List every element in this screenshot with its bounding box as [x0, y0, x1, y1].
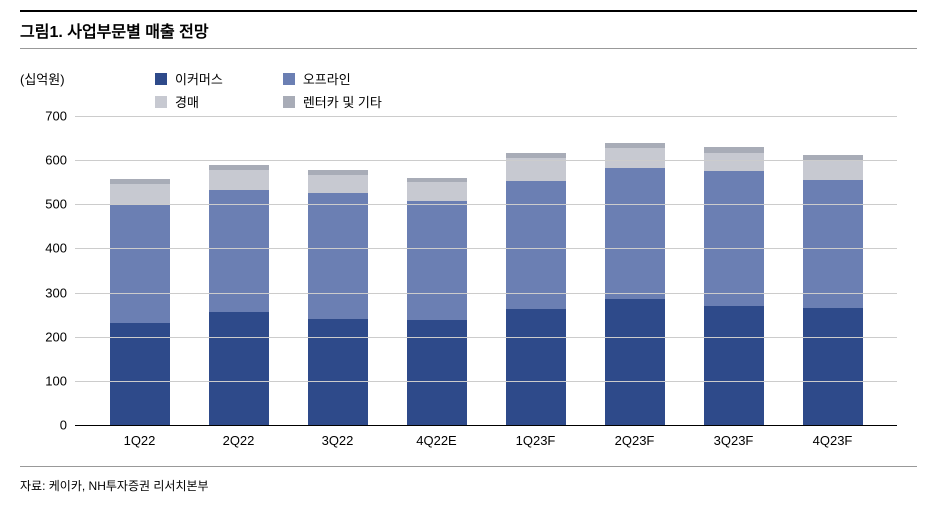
bar-segment-ecommerce	[506, 309, 566, 425]
bar-segment-auction	[605, 148, 665, 168]
legend: 이커머스 오프라인 경매 렌터카 및 기타	[155, 69, 382, 111]
bar-group: 3Q22	[308, 170, 368, 425]
legend-swatch-icon	[283, 73, 295, 85]
bar-segment-auction	[308, 175, 368, 193]
bar-segment-auction	[407, 182, 467, 201]
legend-label: 경매	[175, 92, 199, 111]
x-tick-label: 2Q22	[223, 433, 255, 448]
bar-segment-offline	[308, 193, 368, 319]
bar-segment-auction	[110, 184, 170, 204]
title-bar: 그림1. 사업부문별 매출 전망	[20, 10, 917, 49]
x-tick-label: 1Q22	[124, 433, 156, 448]
x-tick-label: 1Q23F	[516, 433, 556, 448]
chart-title: 그림1. 사업부문별 매출 전망	[20, 18, 917, 42]
legend-label: 렌터카 및 기타	[303, 92, 382, 111]
bar-segment-auction	[506, 158, 566, 180]
y-tick-label: 200	[27, 329, 67, 344]
chart-container: (십억원) 이커머스 오프라인 경매 렌터카 및 기타 1Q22 2Q22 3Q22…	[20, 61, 917, 461]
bar-group: 3Q23F	[704, 147, 764, 425]
y-tick-label: 500	[27, 197, 67, 212]
legend-item-offline: 오프라인	[283, 69, 382, 88]
legend-item-auction: 경매	[155, 92, 223, 111]
bar-segment-ecommerce	[308, 319, 368, 425]
bar-segment-offline	[803, 180, 863, 308]
bar-group: 4Q22E	[407, 178, 467, 425]
legend-label: 오프라인	[303, 69, 351, 88]
x-tick-label: 3Q23F	[714, 433, 754, 448]
bar-segment-auction	[704, 153, 764, 172]
bars-container: 1Q222Q223Q224Q22E1Q23F2Q23F3Q23F4Q23F	[75, 116, 897, 425]
gridline	[75, 248, 897, 249]
x-tick-label: 4Q23F	[813, 433, 853, 448]
bar-segment-ecommerce	[605, 299, 665, 425]
bar-group: 1Q22	[110, 179, 170, 425]
gridline	[75, 337, 897, 338]
legend-swatch-icon	[155, 96, 167, 108]
gridline	[75, 381, 897, 382]
bar-group: 1Q23F	[506, 153, 566, 425]
x-tick-label: 4Q22E	[416, 433, 456, 448]
bar-segment-offline	[605, 168, 665, 299]
x-tick-label: 3Q22	[322, 433, 354, 448]
bar-segment-offline	[209, 190, 269, 312]
bar-segment-offline	[506, 181, 566, 309]
y-axis-unit: (십억원)	[20, 69, 65, 88]
bar-stack	[308, 170, 368, 425]
y-tick-label: 400	[27, 241, 67, 256]
bar-group: 2Q23F	[605, 143, 665, 425]
bar-stack	[605, 143, 665, 425]
source-footer: 자료: 케이카, NH투자증권 리서치본부	[20, 466, 917, 494]
bar-segment-auction	[209, 170, 269, 190]
bar-stack	[704, 147, 764, 425]
bar-stack	[803, 155, 863, 425]
plot-area: 1Q222Q223Q224Q22E1Q23F2Q23F3Q23F4Q23F 01…	[75, 116, 897, 426]
bar-segment-offline	[704, 171, 764, 306]
bar-segment-ecommerce	[209, 312, 269, 425]
bar-segment-offline	[110, 204, 170, 324]
y-tick-label: 300	[27, 285, 67, 300]
bar-segment-ecommerce	[110, 323, 170, 425]
gridline	[75, 116, 897, 117]
bar-stack	[110, 179, 170, 425]
bar-segment-ecommerce	[803, 308, 863, 425]
gridline	[75, 160, 897, 161]
bar-segment-ecommerce	[407, 320, 467, 425]
bar-segment-auction	[803, 160, 863, 180]
bar-segment-offline	[407, 201, 467, 320]
legend-swatch-icon	[155, 73, 167, 85]
bar-segment-ecommerce	[704, 306, 764, 425]
bar-stack	[506, 153, 566, 425]
x-tick-label: 2Q23F	[615, 433, 655, 448]
legend-label: 이커머스	[175, 69, 223, 88]
y-tick-label: 600	[27, 153, 67, 168]
gridline	[75, 293, 897, 294]
y-tick-label: 700	[27, 109, 67, 124]
legend-swatch-icon	[283, 96, 295, 108]
y-tick-label: 100	[27, 373, 67, 388]
bar-stack	[407, 178, 467, 425]
bar-group: 4Q23F	[803, 155, 863, 425]
legend-item-ecommerce: 이커머스	[155, 69, 223, 88]
y-tick-label: 0	[27, 418, 67, 433]
legend-item-rental: 렌터카 및 기타	[283, 92, 382, 111]
gridline	[75, 204, 897, 205]
